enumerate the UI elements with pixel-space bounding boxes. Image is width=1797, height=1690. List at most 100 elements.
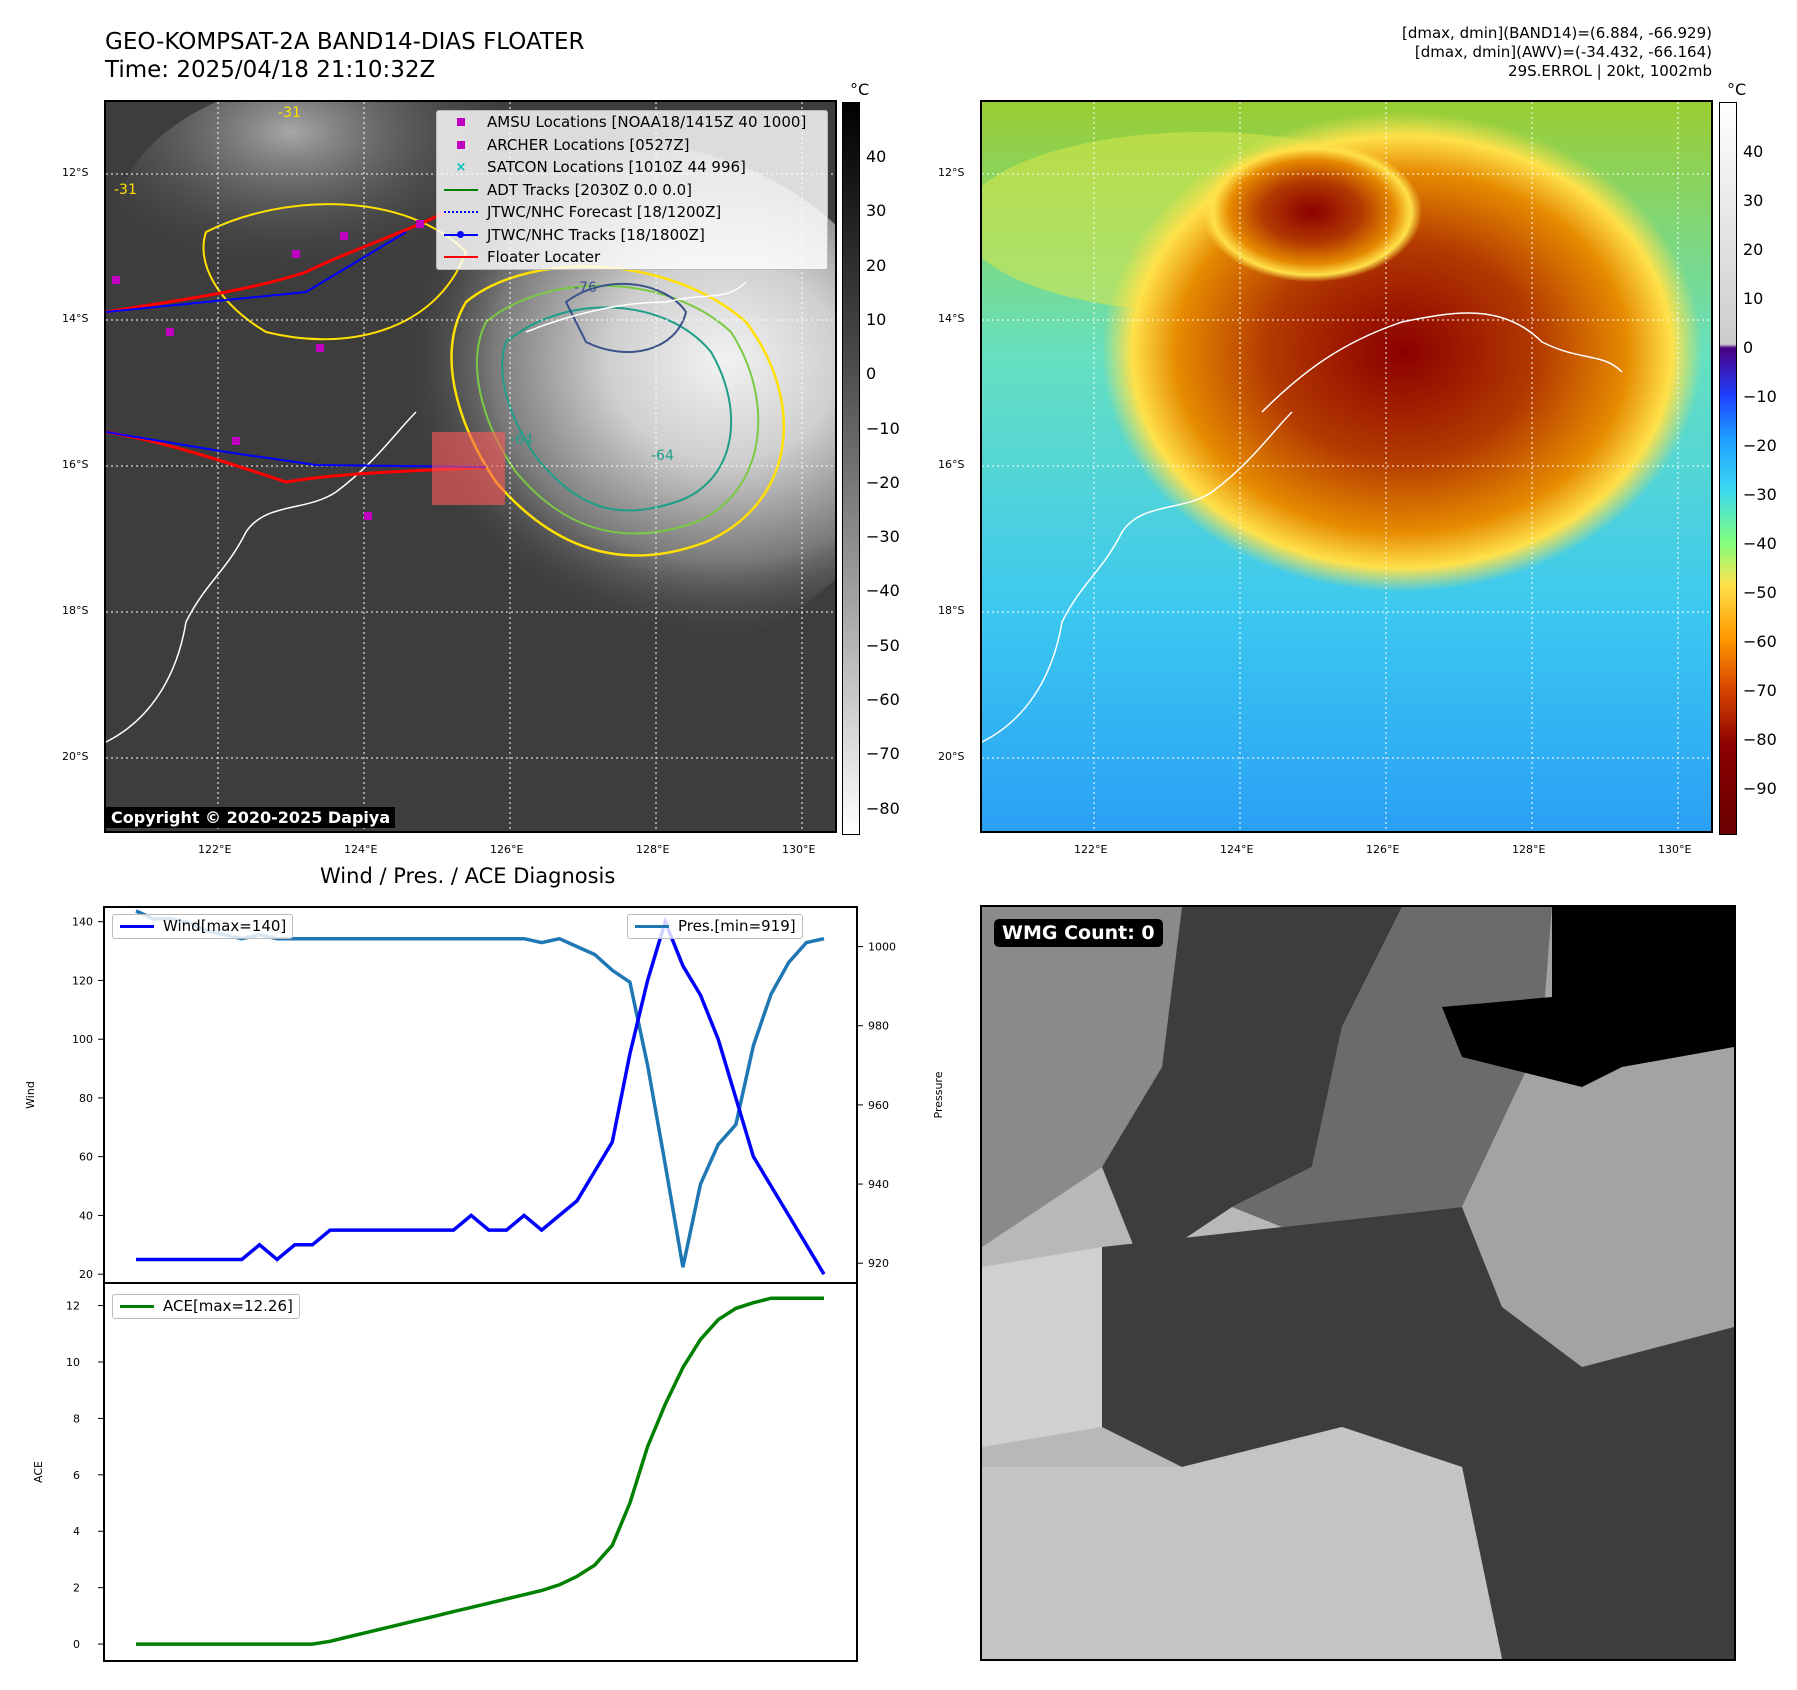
colorbar-color-tick: 10 bbox=[1743, 289, 1764, 308]
colorbar-color-tick: −40 bbox=[1743, 534, 1777, 553]
ace-tick-label: 6 bbox=[73, 1469, 80, 1482]
lon-label: 130°E bbox=[1658, 843, 1692, 856]
legend-label: SATCON Locations [1010Z 44 996] bbox=[487, 158, 746, 177]
ace-tick-label: 10 bbox=[66, 1356, 80, 1369]
legend-label: ACE[max=12.26] bbox=[163, 1297, 293, 1316]
colorbar-gray-tick: −20 bbox=[866, 472, 900, 492]
info-awv-range: [dmax, dmin](AWV)=(-34.432, -66.164) bbox=[1414, 43, 1712, 61]
colorbar-color-tick: −30 bbox=[1743, 485, 1777, 504]
wmg-panel: WMG Count: 0 bbox=[980, 905, 1736, 1661]
colorbar-gray-tick: −10 bbox=[866, 418, 900, 438]
legend-item-jtwc-forecast: JTWC/NHC Forecast [18/1200Z] bbox=[437, 201, 827, 224]
pressure-tick-label: 940 bbox=[868, 1178, 889, 1191]
contour-label: -76 bbox=[574, 280, 597, 296]
legend-item-floater: Floater Locater bbox=[437, 246, 827, 269]
lon-label: 126°E bbox=[490, 843, 524, 856]
pressure-legend: Pres.[min=919] bbox=[627, 914, 803, 939]
legend-label: AMSU Locations [NOAA18/1415Z 40 1000] bbox=[487, 113, 807, 132]
lat-label: 18°S bbox=[938, 604, 965, 617]
colorbar-color-tick: −90 bbox=[1743, 779, 1777, 798]
ace-tick-label: 8 bbox=[73, 1412, 80, 1425]
colorbar-color-tick: −70 bbox=[1743, 681, 1777, 700]
legend-item-jtwc-tracks: JTWC/NHC Tracks [18/1800Z] bbox=[437, 224, 827, 247]
lon-label: 124°E bbox=[344, 843, 378, 856]
ace-tick-label: 2 bbox=[73, 1582, 80, 1595]
wind-tick-label: 140 bbox=[72, 916, 93, 929]
ace-series-line bbox=[136, 1296, 824, 1646]
colorbar-color-tick: 30 bbox=[1743, 191, 1764, 210]
colorbar-gray-tick: 30 bbox=[866, 201, 887, 221]
colorbar-gray-tick: 0 bbox=[866, 364, 877, 384]
pressure-tick-label: 1000 bbox=[868, 941, 896, 954]
enhanced-map-panel bbox=[980, 100, 1713, 833]
contour-label: -64 bbox=[510, 432, 533, 448]
pressure-axis-label: Pressure bbox=[932, 1071, 945, 1118]
ace-axis-label: ACE bbox=[32, 1461, 45, 1483]
pressure-tick-label: 960 bbox=[868, 1099, 889, 1112]
lat-label: 20°S bbox=[62, 750, 89, 763]
colorbar-gray-tick: −30 bbox=[866, 527, 900, 547]
colorbar-gray-tick: 10 bbox=[866, 309, 887, 329]
contour-label: -31 bbox=[114, 182, 137, 198]
contour-label: -31 bbox=[278, 105, 301, 121]
lat-label: 14°S bbox=[62, 312, 89, 325]
wind-tick-label: 40 bbox=[79, 1209, 93, 1222]
colorbar-gray-tick: −60 bbox=[866, 690, 900, 709]
info-band14-range: [dmax, dmin](BAND14)=(6.884, -66.929) bbox=[1401, 24, 1712, 42]
colorbar-color bbox=[1719, 102, 1737, 835]
legend-item-adt: ADT Tracks [2030Z 0.0 0.0] bbox=[437, 179, 827, 202]
colorbar-color-tick: −10 bbox=[1743, 387, 1777, 406]
legend-label: Floater Locater bbox=[487, 248, 601, 267]
wmg-image bbox=[982, 907, 1734, 1659]
colorbar-color-tick: −20 bbox=[1743, 436, 1777, 455]
ace-tick-label: 12 bbox=[66, 1300, 80, 1313]
wind-series-line bbox=[136, 916, 826, 1276]
colorbar-color-unit: °C bbox=[1727, 80, 1747, 99]
lat-label: 12°S bbox=[938, 166, 965, 179]
copyright-badge: Copyright © 2020-2025 Dapiya bbox=[106, 807, 396, 828]
legend-label: ADT Tracks [2030Z 0.0 0.0] bbox=[487, 180, 692, 199]
legend-label: Pres.[min=919] bbox=[678, 917, 796, 936]
lon-label: 122°E bbox=[1074, 843, 1108, 856]
colorbar-gray-tick: −70 bbox=[866, 744, 900, 764]
contour-label: -64 bbox=[651, 448, 674, 464]
enhanced-map-image bbox=[982, 102, 1711, 831]
lon-label: 128°E bbox=[636, 843, 670, 856]
diagnosis-chart: Wind Pressure ACE 2040608010012014092094… bbox=[24, 906, 945, 1662]
lon-label: 122°E bbox=[198, 843, 232, 856]
legend-label: JTWC/NHC Forecast [18/1200Z] bbox=[487, 203, 722, 222]
colorbar-gray-tick: 40 bbox=[866, 147, 887, 166]
colorbar-color-tick: −80 bbox=[1743, 730, 1777, 749]
colorbar-color-tick: −60 bbox=[1743, 632, 1777, 651]
ace-tick-label: 0 bbox=[73, 1638, 80, 1651]
pressure-tick-label: 980 bbox=[868, 1020, 889, 1033]
lon-label: 124°E bbox=[1220, 843, 1254, 856]
colorbar-gray bbox=[842, 102, 860, 835]
lon-label: 130°E bbox=[782, 843, 816, 856]
lat-label: 14°S bbox=[938, 312, 965, 325]
colorbar-gray-unit: °C bbox=[850, 80, 870, 99]
colorbar-color-tick: 0 bbox=[1743, 338, 1754, 357]
wind-legend: Wind[max=140] bbox=[112, 914, 294, 939]
lon-label: 128°E bbox=[1512, 843, 1546, 856]
ir-map-panel: -31 -31 -64 -64 -76 AMSU Locations [NOAA… bbox=[104, 100, 837, 833]
legend-label: JTWC/NHC Tracks [18/1800Z] bbox=[487, 225, 705, 244]
pressure-series-line bbox=[135, 909, 825, 1268]
colorbar-gray-tick: −50 bbox=[866, 635, 900, 655]
ace-legend: ACE[max=12.26] bbox=[112, 1294, 300, 1319]
colorbar-gray-tick: −40 bbox=[866, 581, 900, 601]
colorbar-color-tick: 40 bbox=[1743, 142, 1764, 161]
lon-label: 126°E bbox=[1366, 843, 1400, 856]
legend-label: Wind[max=140] bbox=[163, 917, 287, 936]
legend-item-amsu: AMSU Locations [NOAA18/1415Z 40 1000] bbox=[437, 111, 827, 134]
lat-label: 16°S bbox=[938, 458, 965, 471]
wind-tick-label: 60 bbox=[79, 1151, 93, 1164]
colorbar-gray-tick: −80 bbox=[866, 798, 900, 818]
chart-time: Time: 2025/04/18 21:10:32Z bbox=[105, 57, 436, 83]
wind-tick-label: 100 bbox=[72, 1033, 93, 1046]
diagnosis-title: Wind / Pres. / ACE Diagnosis bbox=[320, 864, 616, 888]
wind-tick-label: 120 bbox=[72, 974, 93, 987]
wind-axis-label: Wind bbox=[24, 1081, 37, 1109]
lat-label: 18°S bbox=[62, 604, 89, 617]
ace-tick-label: 4 bbox=[73, 1525, 80, 1538]
